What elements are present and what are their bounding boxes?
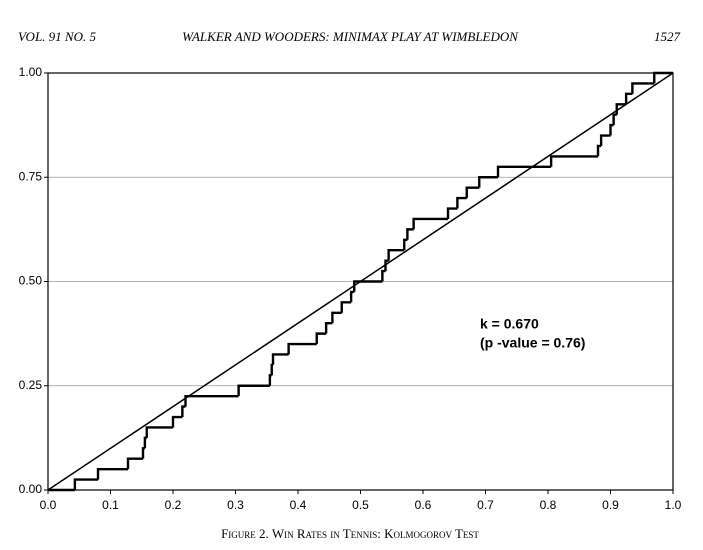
step-segment xyxy=(549,155,598,167)
step-segment xyxy=(73,478,98,490)
step-segment xyxy=(271,353,289,365)
step-segment xyxy=(349,290,355,303)
y-tick-label: 1.00 xyxy=(19,65,43,79)
page-number: 1527 xyxy=(654,29,681,44)
step-segment xyxy=(287,342,317,355)
step-segment xyxy=(456,196,467,209)
y-tick-label: 0.75 xyxy=(19,169,43,183)
step-segment xyxy=(387,249,405,261)
x-tick-label: 0.2 xyxy=(165,498,182,512)
x-tick-label: 0.3 xyxy=(227,498,244,512)
volume: VOL. 91 NO. 5 xyxy=(18,29,96,44)
x-tick-label: 0.4 xyxy=(290,498,307,512)
plot-frame xyxy=(47,72,674,491)
x-tick-label: 0.1 xyxy=(102,498,119,512)
step-segment xyxy=(126,457,143,470)
step-segment xyxy=(609,123,614,136)
y-tick-label: 0.00 xyxy=(19,482,43,496)
step-segment xyxy=(406,228,414,240)
step-segment xyxy=(465,186,480,199)
x-tick-label: 0.0 xyxy=(40,498,57,512)
step-segment xyxy=(324,322,333,334)
step-segment xyxy=(599,134,611,146)
step-segment xyxy=(412,217,448,230)
step-segment xyxy=(653,71,673,84)
y-tick-label: 0.50 xyxy=(19,274,43,288)
step-segment xyxy=(145,426,173,438)
step-segment xyxy=(353,280,383,292)
step-segment xyxy=(171,415,183,428)
x-tick-label: 0.8 xyxy=(540,498,557,512)
x-tick-label: 1.0 xyxy=(665,498,682,512)
step-segment xyxy=(340,301,352,313)
x-tick-label: 0.6 xyxy=(415,498,432,512)
step-segment xyxy=(270,363,273,376)
step-segment xyxy=(268,374,272,386)
step-segment xyxy=(237,384,270,397)
step-segment xyxy=(315,332,327,345)
step-segment xyxy=(96,467,128,480)
x-tick-label: 0.5 xyxy=(352,498,369,512)
step-segment xyxy=(381,269,386,282)
running-title: WALKER AND WOODERS: MINIMAX PLAY AT WIMB… xyxy=(182,29,519,44)
annotation: (p -value = 0.76) xyxy=(480,335,585,351)
x-tick-label: 0.7 xyxy=(477,498,494,512)
step-segment xyxy=(181,405,186,418)
step-segment xyxy=(631,82,655,94)
step-segment xyxy=(596,144,602,157)
annotation: k = 0.670 xyxy=(480,316,539,332)
step-segment xyxy=(478,176,498,188)
step-segment xyxy=(624,92,633,105)
x-tick-label: 0.9 xyxy=(602,498,619,512)
caption: Figure 2. Win Rates in Tennis: Kolmogoro… xyxy=(221,526,479,541)
step-segment xyxy=(141,447,145,459)
step-segment xyxy=(446,207,458,219)
reference-line xyxy=(47,72,674,491)
step-segment xyxy=(184,394,239,407)
step-segment xyxy=(331,311,342,324)
step-segment xyxy=(612,113,617,126)
step-segment xyxy=(143,436,147,449)
y-tick-label: 0.25 xyxy=(19,378,43,392)
step-segment xyxy=(403,238,408,251)
